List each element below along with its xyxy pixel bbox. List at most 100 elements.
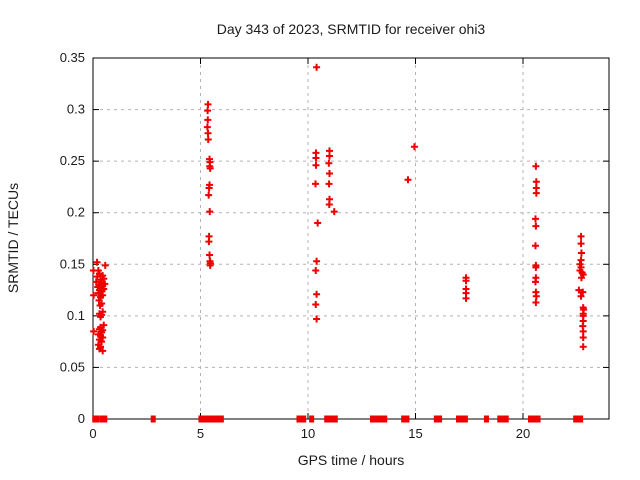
data-point: [312, 301, 320, 309]
zero-data-point: [296, 415, 302, 423]
x-tick-label: 5: [197, 426, 204, 441]
data-point: [206, 261, 214, 269]
data-point: [206, 251, 214, 259]
data-point: [205, 184, 213, 192]
data-point: [312, 161, 320, 169]
x-tick-label: 15: [408, 426, 422, 441]
data-point: [96, 302, 104, 310]
zero-data-point: [456, 415, 461, 423]
data-point: [205, 238, 213, 246]
data-point: [330, 208, 338, 216]
zero-data-point: [99, 415, 105, 423]
data-point: [90, 291, 98, 299]
data-point: [205, 191, 213, 199]
data-point: [313, 315, 321, 323]
data-point: [532, 162, 540, 170]
data-point: [579, 288, 587, 296]
data-point: [532, 263, 540, 271]
data-point: [462, 277, 470, 285]
zero-data-point: [578, 415, 584, 423]
data-point: [531, 242, 539, 250]
zero-data-point: [401, 415, 407, 423]
data-point: [93, 258, 101, 266]
plot-border: [92, 57, 610, 420]
zero-data-point: [528, 415, 534, 423]
zero-data-point: [573, 415, 579, 423]
data-point: [325, 200, 333, 208]
zero-data-point: [503, 415, 509, 423]
data-point: [577, 240, 585, 248]
zero-data-point: [102, 415, 108, 423]
zero-data-point: [379, 415, 385, 423]
data-point: [532, 222, 540, 230]
data-point: [204, 107, 212, 115]
y-tick-label: 0: [78, 411, 85, 426]
data-point: [325, 159, 333, 167]
zero-data-point: [94, 415, 100, 423]
zero-data-point: [206, 415, 212, 423]
data-point: [531, 278, 539, 286]
data-point: [579, 327, 587, 335]
data-point: [577, 292, 585, 300]
zero-data-point: [370, 415, 375, 423]
zero-data-point: [462, 415, 468, 423]
data-point: [577, 274, 585, 282]
zero-data-point: [309, 415, 315, 423]
zero-data-point: [376, 415, 382, 423]
x-axis-label: GPS time / hours: [297, 452, 405, 468]
data-point: [314, 219, 322, 227]
data-point: [531, 215, 539, 223]
data-point: [325, 180, 333, 188]
y-tick-label: 0.15: [60, 256, 85, 271]
zero-data-point: [212, 415, 218, 423]
data-point: [326, 170, 333, 178]
zero-data-point: [216, 415, 222, 423]
data-point: [312, 266, 320, 274]
data-point: [326, 152, 333, 160]
chart-title: Day 343 of 2023, SRMTID for receiver ohi…: [216, 21, 486, 37]
zero-data-point: [200, 415, 206, 423]
zero-data-point: [332, 415, 338, 423]
zero-data-point: [150, 415, 156, 423]
zero-data-point: [372, 415, 378, 423]
y-tick-label: 0.05: [60, 359, 85, 374]
data-point: [206, 208, 214, 216]
data-point: [204, 100, 212, 108]
x-tick-label: 20: [516, 426, 530, 441]
data-point: [204, 135, 212, 143]
data-point: [577, 249, 585, 257]
zero-data-point: [497, 415, 503, 423]
data-point: [206, 164, 214, 172]
zero-data-point: [433, 415, 439, 423]
data-point: [579, 343, 587, 351]
data-point: [462, 294, 470, 302]
data-point: [404, 176, 412, 184]
zero-data-point: [483, 415, 489, 423]
zero-data-point: [500, 415, 506, 423]
data-point: [532, 298, 540, 306]
data-point: [312, 180, 320, 188]
y-tick-label: 0.35: [60, 50, 85, 65]
zero-data-point: [535, 415, 541, 423]
data-point: [99, 347, 107, 355]
y-axis-label: SRMTID / TECUs: [5, 182, 21, 294]
data-point: [203, 123, 211, 131]
zero-data-point: [404, 415, 410, 423]
data-point: [410, 143, 418, 151]
data-point: [532, 178, 540, 186]
zero-data-point: [530, 415, 536, 423]
x-tick-label: 10: [301, 426, 315, 441]
y-tick-label: 0.1: [67, 308, 85, 323]
zero-data-point: [382, 415, 388, 423]
data-point: [577, 256, 585, 264]
data-point: [97, 313, 105, 321]
data-point: [101, 261, 109, 269]
data-point: [204, 116, 212, 124]
data-point: [577, 232, 585, 240]
data-point: [94, 289, 102, 297]
data-point: [313, 290, 321, 298]
zero-data-point: [437, 415, 443, 423]
data-point: [579, 334, 587, 342]
